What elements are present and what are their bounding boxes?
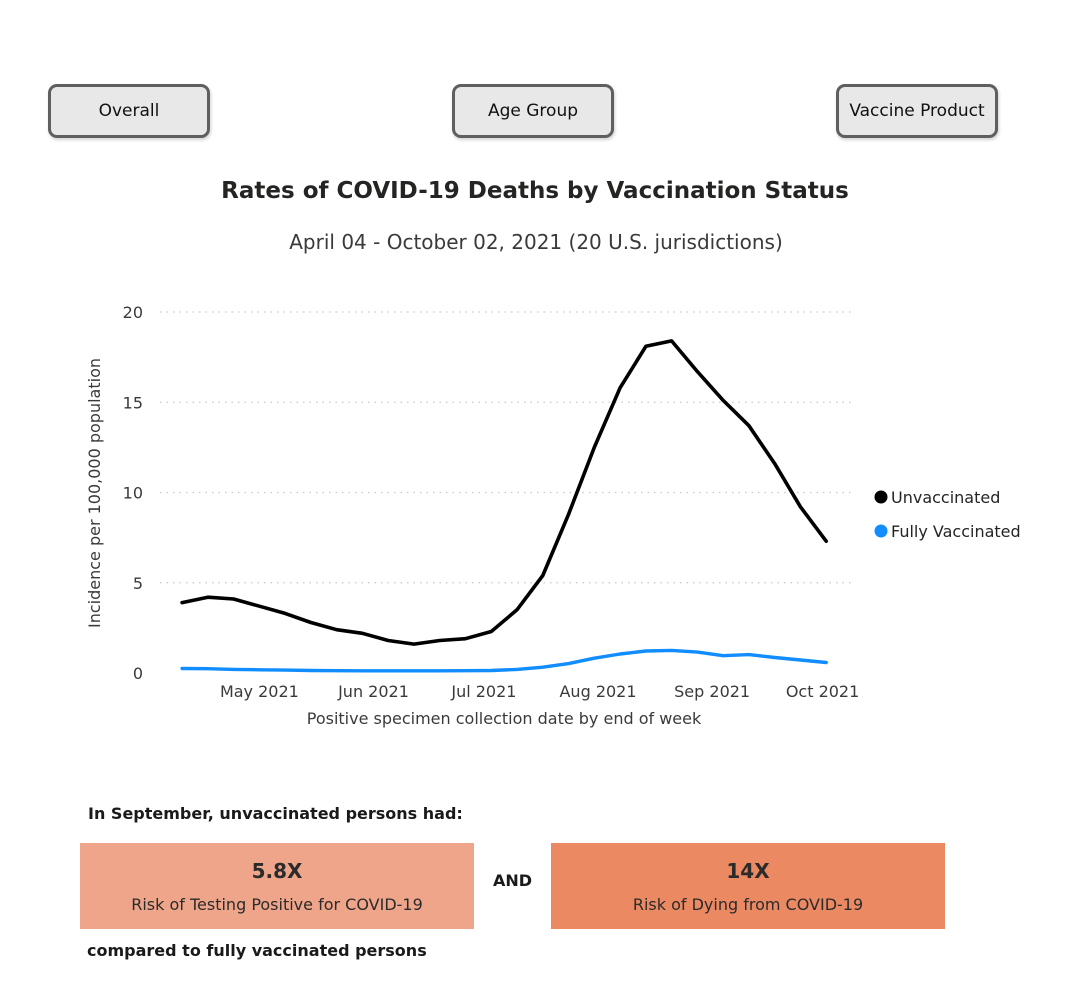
testing-positive-value: 5.8X bbox=[251, 858, 303, 883]
x-tick-label: Jun 2021 bbox=[337, 682, 409, 701]
series-line-fully-vaccinated bbox=[180, 648, 828, 673]
overall-button[interactable]: Overall bbox=[48, 84, 210, 138]
testing-positive-label: Risk of Testing Positive for COVID-19 bbox=[131, 894, 423, 914]
y-tick-label: 15 bbox=[123, 393, 143, 412]
x-tick-label: Oct 2021 bbox=[786, 682, 859, 701]
y-tick-label: 5 bbox=[133, 574, 143, 593]
series-lines bbox=[180, 339, 828, 673]
dying-value: 14X bbox=[726, 858, 770, 883]
dying-label: Risk of Dying from COVID-19 bbox=[632, 894, 864, 914]
gridlines bbox=[160, 311, 852, 584]
chart-title: Rates of COVID-19 Deaths by Vaccination … bbox=[221, 178, 849, 204]
legend-label: Fully Vaccinated bbox=[891, 522, 1021, 541]
x-tick-label: May 2021 bbox=[220, 682, 299, 701]
x-tick-label: Sep 2021 bbox=[674, 682, 750, 701]
y-tick-label: 0 bbox=[133, 664, 143, 683]
y-axis-label: Incidence per 100,000 population bbox=[85, 358, 104, 628]
y-tick-label: 20 bbox=[123, 303, 143, 322]
y-axis-ticks: 0 5 10 15 20 bbox=[123, 303, 143, 683]
summary-intro: In September, unvaccinated persons had: bbox=[88, 804, 463, 823]
x-tick-label: Aug 2021 bbox=[559, 682, 636, 701]
legend-marker bbox=[874, 490, 888, 504]
x-tick-label: Jul 2021 bbox=[450, 682, 516, 701]
line-chart: 0 5 10 15 20 May 2021 Jun 2021 Jul 2021 Aug 202… bbox=[85, 303, 1021, 728]
x-axis-label: Positive specimen collection date by end… bbox=[307, 709, 702, 728]
chart-subtitle: April 04 - October 02, 2021 (20 U.S. jur… bbox=[289, 230, 783, 254]
dying-card: 14X Risk of Dying from COVID-19 bbox=[551, 843, 945, 929]
series-line-unvaccinated bbox=[180, 339, 828, 646]
legend-label: Unvaccinated bbox=[891, 488, 1000, 507]
legend: Unvaccinated Fully Vaccinated bbox=[874, 488, 1021, 541]
and-label: AND bbox=[492, 871, 533, 890]
testing-positive-card: 5.8X Risk of Testing Positive for COVID-… bbox=[80, 843, 474, 929]
x-axis-ticks: May 2021 Jun 2021 Jul 2021 Aug 2021 Sep 2021… bbox=[220, 682, 859, 701]
y-tick-label: 10 bbox=[123, 484, 143, 503]
age-group-button[interactable]: Age Group bbox=[452, 84, 614, 138]
summary-outro: compared to fully vaccinated persons bbox=[87, 941, 427, 960]
legend-marker bbox=[874, 524, 888, 538]
vaccine-product-button[interactable]: Vaccine Product bbox=[836, 84, 998, 138]
